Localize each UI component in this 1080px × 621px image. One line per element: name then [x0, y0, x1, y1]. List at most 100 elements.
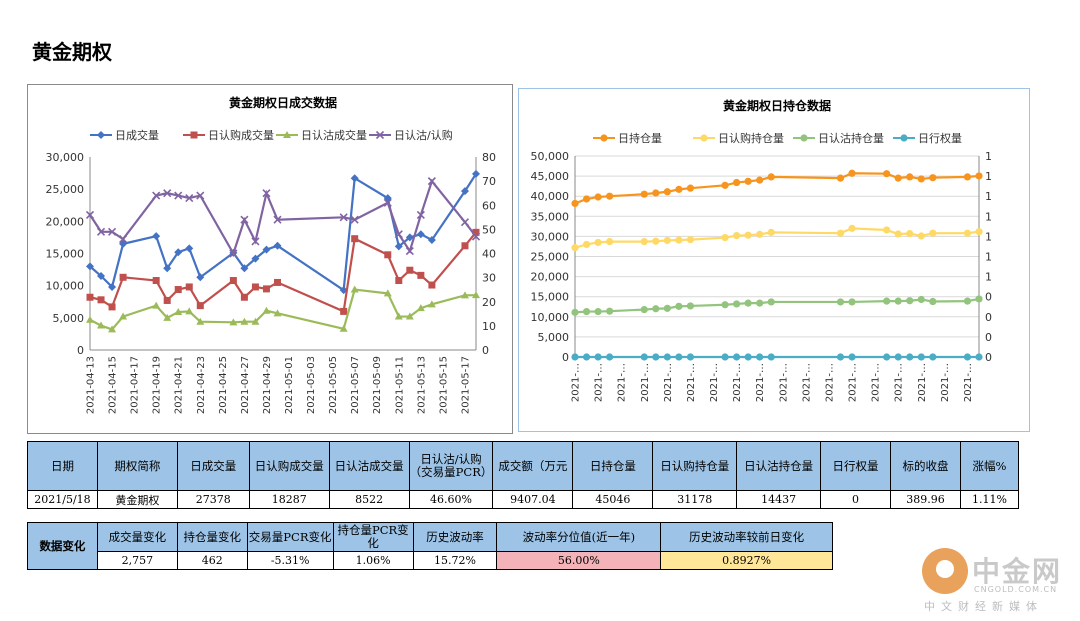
data-point	[119, 312, 128, 320]
data-point	[571, 308, 579, 316]
y2-tick-label: 0	[985, 331, 992, 344]
data-point	[350, 174, 359, 183]
data-point	[767, 228, 775, 236]
y2-tick-label: 0	[985, 291, 992, 304]
data-point	[571, 199, 579, 208]
y-tick-label: 5,000	[53, 312, 85, 325]
legend-label: 日行权量	[918, 132, 962, 145]
data-point	[97, 321, 106, 329]
data-change-label: 数据变化	[27, 522, 98, 570]
data-point	[906, 353, 914, 361]
data-point	[107, 227, 117, 236]
legend-label: 日认购持仓量	[718, 131, 784, 145]
data-point	[405, 312, 414, 320]
data-point	[163, 264, 172, 273]
data-point	[640, 190, 648, 198]
data-point	[906, 173, 914, 181]
y-tick-label: 25,000	[46, 183, 85, 196]
y2-tick-label: 1	[985, 230, 992, 243]
data-point	[756, 230, 764, 238]
x-tick-label: 2021-04-13	[86, 356, 97, 414]
change-header-row: 数据变化 成交量变化 持仓量变化 交易量PCR变化 持仓量PCR变化 历史波动率…	[27, 522, 833, 570]
data-point	[675, 353, 683, 361]
data-point	[836, 174, 845, 182]
logo-tagline: 中文财经新媒体	[924, 600, 1043, 613]
legend-marker	[700, 134, 708, 142]
data-point	[686, 236, 695, 244]
data-point	[663, 304, 671, 312]
table-cell: 15.72%	[412, 551, 498, 570]
chart-title: 黄金期权日成交数据	[229, 95, 337, 110]
x-tick-label: 2021-…	[963, 363, 974, 402]
x-tick-label: 2021-…	[801, 363, 812, 402]
header-cell: 持仓量PCR变化	[332, 522, 414, 552]
table-cell: 2,757	[96, 551, 178, 570]
data-point	[406, 266, 414, 274]
data-point	[240, 317, 249, 325]
data-point	[185, 283, 193, 291]
y-tick-label: 10,000	[531, 311, 570, 324]
data-point	[196, 191, 205, 200]
table-header-row: 日期 期权简称 日成交量 日认购成交量 日认沽成交量 日认沽/认购（交易量PCR…	[27, 441, 1020, 491]
data-point	[351, 235, 359, 243]
data-point	[963, 353, 972, 361]
data-point	[273, 215, 282, 224]
data-point	[472, 228, 480, 236]
y2-tick-label: 50	[482, 223, 496, 236]
data-point	[883, 226, 891, 234]
data-point	[262, 285, 270, 293]
data-point	[405, 233, 414, 242]
x-tick-label: 2021-…	[617, 363, 628, 402]
data-point	[394, 312, 403, 320]
data-point	[721, 301, 729, 309]
data-point	[894, 297, 902, 305]
data-point	[383, 289, 392, 297]
data-point	[273, 278, 281, 286]
y-tick-label: 20,000	[531, 271, 570, 284]
legend-label: 日持仓量	[618, 131, 662, 145]
data-point	[733, 231, 741, 240]
data-point	[427, 177, 436, 186]
page-title: 黄金期权	[32, 40, 112, 64]
data-point	[152, 191, 161, 200]
header-cell: 波动率分位值(近一年)	[496, 522, 662, 552]
x-tick-label: 2021-…	[848, 363, 859, 402]
data-point	[721, 181, 729, 189]
y-tick-label: 40,000	[531, 190, 570, 203]
data-point	[472, 291, 480, 299]
x-tick-label: 2021-05-05	[328, 356, 339, 414]
x-tick-label: 2021-04-29	[262, 356, 273, 414]
data-point	[460, 187, 469, 196]
data-point	[339, 213, 348, 222]
data-point	[594, 193, 602, 201]
header-cell: 交易量PCR变化	[246, 522, 334, 552]
y2-tick-label: 40	[482, 248, 496, 261]
x-tick-label: 2021-…	[778, 363, 789, 402]
table-cell: 389.96	[890, 490, 961, 509]
data-point	[251, 254, 260, 263]
data-point	[582, 195, 591, 203]
data-point	[756, 353, 764, 361]
data-point	[460, 291, 469, 299]
data-point	[97, 296, 105, 304]
data-point	[767, 353, 775, 361]
x-tick-label: 2021-04-21	[174, 356, 185, 414]
data-point	[883, 297, 891, 305]
legend-marker	[800, 134, 808, 142]
x-tick-label: 2021-…	[917, 363, 928, 402]
header-cell: 历史波动率较前日变化	[660, 522, 833, 552]
data-point	[185, 193, 194, 203]
data-point	[883, 353, 891, 361]
data-point	[394, 242, 403, 251]
header-cell: 成交量变化	[96, 522, 178, 552]
data-point	[394, 230, 403, 239]
table-cell: 1.11%	[959, 490, 1020, 509]
data-point	[196, 317, 205, 325]
y-tick-label: 10,000	[46, 280, 85, 293]
data-point	[395, 277, 403, 285]
table-cell: 1.06%	[332, 551, 414, 570]
y2-tick-label: 30	[482, 272, 496, 285]
data-point	[929, 229, 937, 237]
table-cell: 18287	[248, 490, 330, 509]
header-cell: 日认沽持仓量	[736, 441, 822, 491]
